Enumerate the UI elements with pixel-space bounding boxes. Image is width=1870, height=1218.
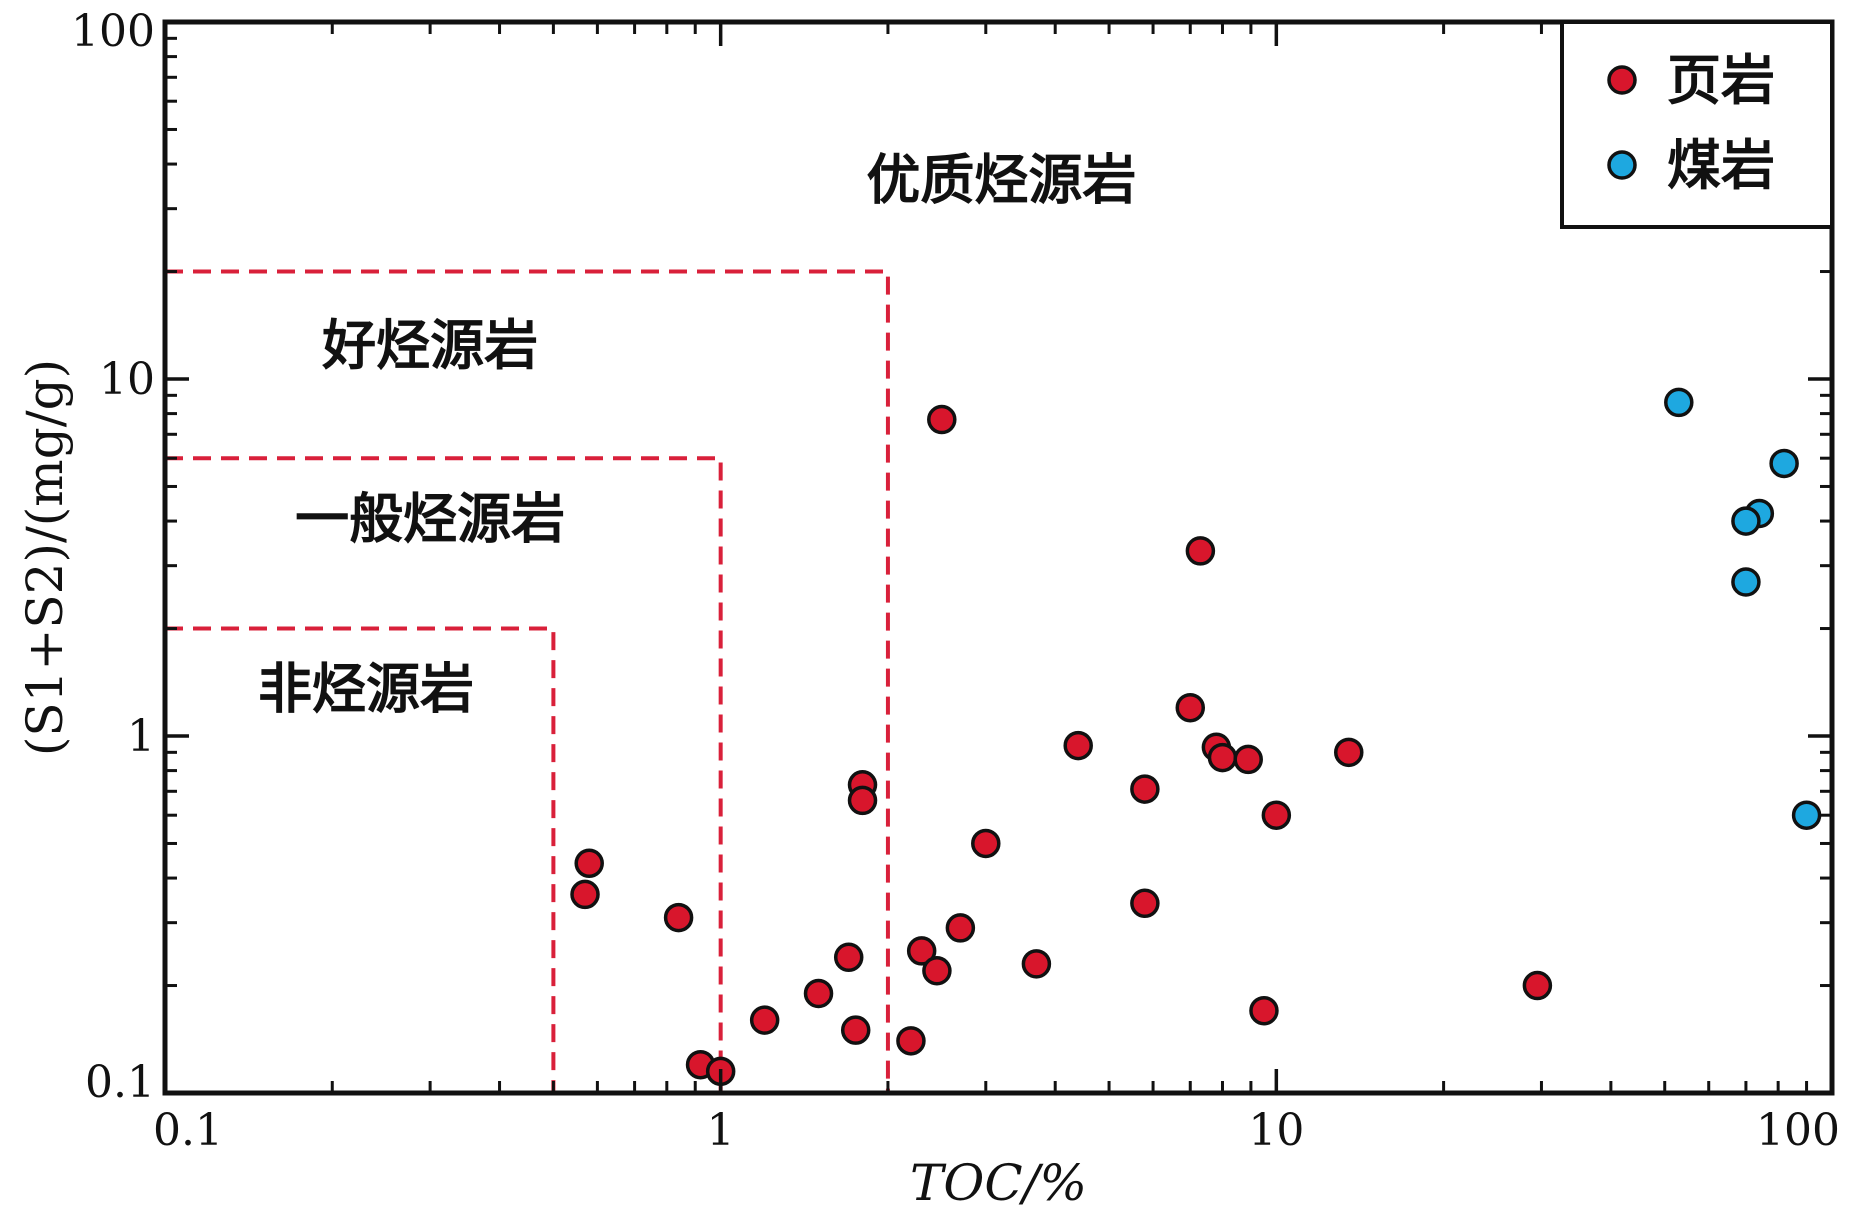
region-label-4: 非烃源岩 [258, 658, 474, 721]
region-label-3: 一般烃源岩 [295, 487, 565, 550]
point-shale-21 [922, 956, 952, 986]
region-boundary-2 [165, 456, 723, 1093]
point-shale-3 [1175, 692, 1206, 723]
point-shale-6 [1207, 742, 1238, 773]
point-shale-2 [1185, 536, 1216, 566]
region-boundary-3 [165, 269, 890, 1093]
point-shale-1 [927, 404, 957, 435]
plot-frame [162, 19, 1835, 1096]
point-shale-8 [1334, 737, 1364, 768]
point-shale-25 [749, 1005, 780, 1035]
legend-label-1: 页岩 [1667, 49, 1775, 112]
point-coal-4 [1731, 506, 1761, 536]
point-shale-24 [803, 978, 834, 1009]
x-axis-title: TOC/% [910, 1154, 1087, 1212]
x-tick-label: 0.1 [153, 1105, 223, 1156]
y-tick-label: 1 [127, 711, 155, 762]
legend-marker-1 [1607, 65, 1637, 95]
x-tick-label: 1 [707, 1105, 735, 1156]
axes: 0.1 1 10 100 0.1 1 10 100 TOC/% (S1+S2)/(mg/g) [16, 6, 1840, 1212]
point-shale-4 [1063, 730, 1093, 761]
point-coal-2 [1769, 448, 1799, 479]
point-shale-18 [945, 913, 976, 943]
point-shale-15 [570, 879, 600, 910]
point-shale-14 [574, 848, 604, 879]
point-shale-28 [1249, 995, 1279, 1026]
legend-box [1560, 20, 1834, 229]
point-coal-1 [1664, 387, 1694, 418]
point-shale-16 [663, 902, 694, 933]
x-tick-label: 100 [1756, 1105, 1840, 1156]
point-shale-22 [1021, 949, 1052, 979]
point-shale-7 [1233, 744, 1263, 775]
region-label-2: 好烃源岩 [321, 314, 538, 377]
point-shale-13 [971, 828, 1001, 859]
point-shale-19 [833, 942, 864, 973]
region-boundaries [165, 269, 890, 1093]
point-shale-27 [896, 1026, 926, 1056]
point-coal-6 [1791, 800, 1822, 830]
y-tick-label: 0.1 [85, 1057, 155, 1108]
point-shale-26 [840, 1015, 871, 1045]
data-points [570, 387, 1822, 1087]
legend-marker-2 [1607, 150, 1637, 180]
point-shale-9 [1130, 774, 1160, 804]
point-shale-10 [1261, 800, 1292, 830]
point-coal-5 [1731, 567, 1761, 597]
region-label-1: 优质烃源岩 [866, 149, 1136, 212]
point-shale-20 [906, 936, 937, 966]
point-shale-23 [1522, 970, 1553, 1001]
point-shale-17 [1130, 888, 1160, 919]
y-tick-label: 100 [71, 6, 155, 57]
y-tick-label: 10 [99, 354, 155, 405]
point-shale-12 [847, 785, 878, 816]
y-axis-title: (S1+S2)/(mg/g) [16, 359, 74, 756]
legend-label-2: 煤岩 [1667, 134, 1775, 197]
region-boundary-1 [165, 626, 556, 1093]
x-tick-label: 10 [1248, 1105, 1304, 1156]
